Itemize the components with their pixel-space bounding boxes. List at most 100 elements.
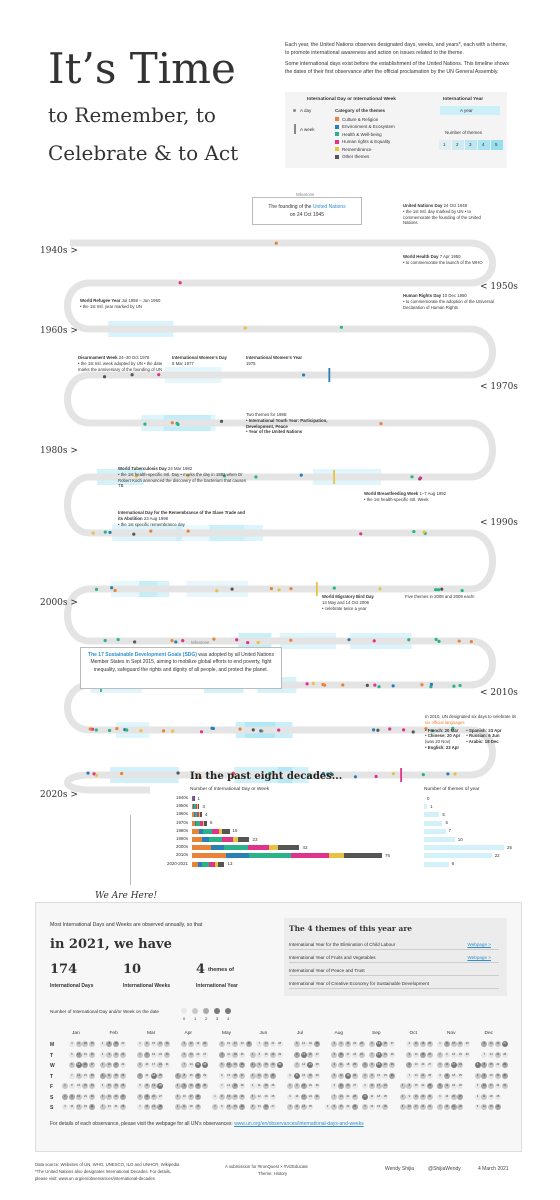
- calendar-day[interactable]: 7: [181, 1062, 188, 1068]
- calendar-day[interactable]: 7: [256, 1041, 263, 1047]
- calendar-day[interactable]: 30: [164, 1051, 171, 1058]
- calendar-day[interactable]: 13: [488, 1041, 495, 1047]
- calendar-day[interactable]: 17: [300, 1093, 307, 1100]
- calendar-day[interactable]: 18: [488, 1093, 495, 1100]
- day-dot[interactable]: [457, 639, 461, 643]
- day-dot[interactable]: [134, 474, 139, 478]
- calendar-day[interactable]: 12: [225, 1062, 232, 1068]
- calendar-day[interactable]: 27: [157, 1093, 164, 1100]
- calendar-day[interactable]: 12: [300, 1041, 307, 1047]
- calendar-day[interactable]: 13: [256, 1104, 263, 1110]
- calendar-day[interactable]: 16: [488, 1072, 495, 1079]
- calendar-day[interactable]: 12: [75, 1051, 82, 1058]
- day-dot[interactable]: [107, 728, 112, 733]
- calendar-day[interactable]: 9: [256, 1062, 263, 1068]
- day-dot[interactable]: [437, 639, 441, 643]
- calendar-day[interactable]: 16: [375, 1072, 382, 1079]
- calendar-day[interactable]: 6: [437, 1093, 443, 1100]
- calendar-day[interactable]: 31: [246, 1041, 252, 1047]
- calendar-day[interactable]: 20: [150, 1093, 157, 1100]
- calendar-day[interactable]: 12: [368, 1104, 375, 1110]
- day-dot[interactable]: [108, 530, 112, 535]
- calendar-day[interactable]: 9: [368, 1072, 375, 1079]
- calendar-day[interactable]: 12: [413, 1051, 420, 1058]
- calendar-day[interactable]: 24: [82, 1104, 89, 1110]
- day-dot[interactable]: [420, 683, 424, 687]
- calendar-day[interactable]: 23: [157, 1051, 164, 1058]
- calendar-day[interactable]: 8: [293, 1072, 300, 1079]
- day-dot[interactable]: [322, 683, 327, 687]
- calendar-day[interactable]: 9: [481, 1072, 488, 1079]
- day-dot[interactable]: [277, 728, 281, 732]
- calendar-day[interactable]: 25: [194, 1104, 201, 1110]
- calendar-day[interactable]: 31: [501, 1083, 508, 1089]
- themes-of-year-bar[interactable]: [424, 804, 428, 810]
- themes-of-year-bar[interactable]: [424, 845, 504, 851]
- calendar-day[interactable]: 26: [201, 1041, 208, 1047]
- calendar-day[interactable]: 6: [137, 1093, 143, 1100]
- calendar-day[interactable]: 5: [474, 1104, 481, 1110]
- calendar-day[interactable]: 22: [344, 1104, 351, 1110]
- calendar-day[interactable]: 11: [443, 1072, 450, 1079]
- calendar-day[interactable]: 15: [75, 1083, 82, 1089]
- calendar-day[interactable]: 1: [362, 1062, 368, 1068]
- calendar-day[interactable]: 26: [457, 1083, 464, 1089]
- calendar-day[interactable]: 30: [464, 1051, 471, 1058]
- calendar-day[interactable]: 1: [137, 1041, 143, 1047]
- calendar-day[interactable]: 17: [188, 1093, 195, 1100]
- calendar-day[interactable]: 30: [314, 1083, 321, 1089]
- calendar-day[interactable]: 15: [263, 1051, 270, 1058]
- calendar-day[interactable]: 6: [293, 1051, 300, 1058]
- calendar-day[interactable]: 17: [113, 1062, 120, 1068]
- calendar-day[interactable]: 2: [62, 1093, 68, 1100]
- calendar-day[interactable]: 17: [450, 1062, 457, 1068]
- calendar-day[interactable]: 11: [143, 1072, 150, 1079]
- calendar-day[interactable]: 24: [351, 1051, 358, 1058]
- day-dot[interactable]: [434, 637, 438, 642]
- day-dot[interactable]: [222, 474, 227, 478]
- calendar-day[interactable]: 8: [106, 1041, 113, 1047]
- day-dot[interactable]: [412, 529, 416, 534]
- calendar-day[interactable]: 1: [437, 1041, 443, 1047]
- calendar-day[interactable]: 23: [307, 1083, 314, 1089]
- day-week-bar[interactable]: [192, 812, 202, 818]
- calendar-day[interactable]: 4: [249, 1083, 256, 1089]
- calendar-day[interactable]: 19: [82, 1051, 89, 1058]
- calendar-day[interactable]: 13: [106, 1093, 113, 1100]
- day-dot[interactable]: [215, 589, 219, 593]
- day-dot[interactable]: [321, 771, 325, 776]
- calendar-day[interactable]: 9: [293, 1083, 300, 1089]
- calendar-day[interactable]: 20: [450, 1093, 457, 1100]
- day-dot[interactable]: [458, 683, 462, 688]
- day-dot[interactable]: [452, 684, 456, 688]
- calendar-day[interactable]: 25: [89, 1041, 96, 1047]
- calendar-day[interactable]: 14: [443, 1104, 450, 1110]
- calendar-day[interactable]: 15: [188, 1072, 195, 1079]
- day-dot[interactable]: [373, 683, 377, 687]
- calendar-day[interactable]: 2: [474, 1072, 481, 1079]
- day-dot[interactable]: [251, 728, 255, 732]
- calendar-day[interactable]: 14: [75, 1072, 82, 1079]
- calendar-day[interactable]: 26: [382, 1104, 389, 1110]
- calendar-day[interactable]: 4: [137, 1072, 143, 1079]
- calendar-day[interactable]: 30: [501, 1072, 508, 1079]
- calendar-day[interactable]: 30: [389, 1072, 396, 1079]
- calendar-day[interactable]: 22: [382, 1062, 389, 1068]
- calendar-day[interactable]: 2: [399, 1093, 406, 1100]
- calendar-day[interactable]: 16: [225, 1104, 232, 1110]
- calendar-day[interactable]: 5: [331, 1072, 338, 1079]
- calendar-day[interactable]: 7: [406, 1072, 413, 1079]
- day-dot[interactable]: [94, 728, 98, 732]
- calendar-day[interactable]: 6: [181, 1051, 188, 1058]
- day-dot[interactable]: [269, 587, 274, 591]
- calendar-day[interactable]: 3: [331, 1051, 338, 1058]
- day-dot[interactable]: [94, 587, 99, 592]
- calendar-day[interactable]: 11: [338, 1062, 345, 1068]
- calendar-day[interactable]: 29: [501, 1062, 508, 1068]
- day-dot[interactable]: [391, 684, 395, 688]
- calendar-day[interactable]: 1: [287, 1072, 293, 1079]
- day-week-bar[interactable]: [192, 861, 225, 867]
- day-dot[interactable]: [175, 421, 179, 426]
- calendar-day[interactable]: 16: [263, 1062, 270, 1068]
- calendar-day[interactable]: 30: [426, 1093, 433, 1100]
